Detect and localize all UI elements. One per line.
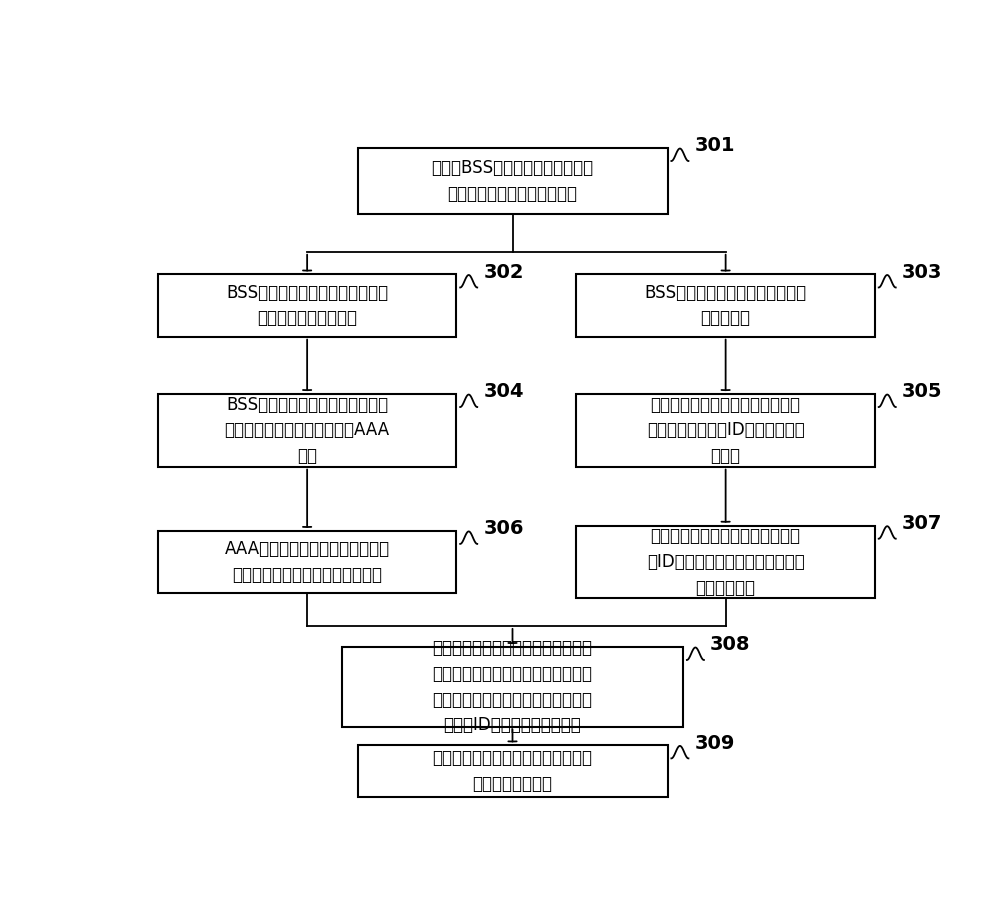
Text: 配置参数下发系统整合相关信息，合
成针对该用户的配置参数表，包含：
用户宽带账号、接入层专用账号密码
、设备ID、业务层账号密码等: 配置参数下发系统整合相关信息，合 成针对该用户的配置参数表，包含： 用户宽带账号… xyxy=(432,639,592,734)
FancyBboxPatch shape xyxy=(158,531,456,593)
Text: 301: 301 xyxy=(695,137,735,156)
Text: BSS将生成的接入层专用账号密码
连同用户宽带账号一并转发至AAA
系统: BSS将生成的接入层专用账号密码 连同用户宽带账号一并转发至AAA 系统 xyxy=(225,395,390,465)
FancyBboxPatch shape xyxy=(576,394,875,466)
Text: BSS按照业务规则生成视频监控设
备接入层专用账号密码: BSS按照业务规则生成视频监控设 备接入层专用账号密码 xyxy=(226,284,388,328)
Text: BSS将用户业务开户请求发送至视
频监控平台: BSS将用户业务开户请求发送至视 频监控平台 xyxy=(645,284,807,328)
FancyBboxPatch shape xyxy=(158,394,456,466)
Text: 配置参数下发系统将相应参数写入到
业务信息数据库中: 配置参数下发系统将相应参数写入到 业务信息数据库中 xyxy=(432,750,592,793)
Text: 303: 303 xyxy=(902,263,942,282)
Text: 305: 305 xyxy=(902,382,942,401)
FancyBboxPatch shape xyxy=(342,647,683,726)
Text: 302: 302 xyxy=(483,263,524,282)
Text: 307: 307 xyxy=(902,514,942,533)
Text: 视频监控平台为用户自动开通业务
参数，包括：设备ID、业务层账号
及密码: 视频监控平台为用户自动开通业务 参数，包括：设备ID、业务层账号 及密码 xyxy=(647,395,804,465)
FancyBboxPatch shape xyxy=(576,526,875,599)
FancyBboxPatch shape xyxy=(358,745,668,797)
FancyBboxPatch shape xyxy=(576,274,875,337)
Text: 用户在BSS前台申请开通视频监控
业务，主账号为用户宽带账号: 用户在BSS前台申请开通视频监控 业务，主账号为用户宽带账号 xyxy=(431,159,594,202)
Text: 306: 306 xyxy=(483,519,524,538)
Text: 309: 309 xyxy=(695,734,735,752)
Text: AAA将用户宽带账号、接入层专用
账号密码发送给配置参数下发系统: AAA将用户宽带账号、接入层专用 账号密码发送给配置参数下发系统 xyxy=(225,540,390,584)
FancyBboxPatch shape xyxy=(158,274,456,337)
Text: 304: 304 xyxy=(483,382,524,401)
Text: 视频监控平台将用户宽带账号、设
备ID、业务层账号密码转发给配置
参数下发系统: 视频监控平台将用户宽带账号、设 备ID、业务层账号密码转发给配置 参数下发系统 xyxy=(647,527,804,597)
FancyBboxPatch shape xyxy=(358,148,668,213)
Text: 308: 308 xyxy=(710,635,751,654)
